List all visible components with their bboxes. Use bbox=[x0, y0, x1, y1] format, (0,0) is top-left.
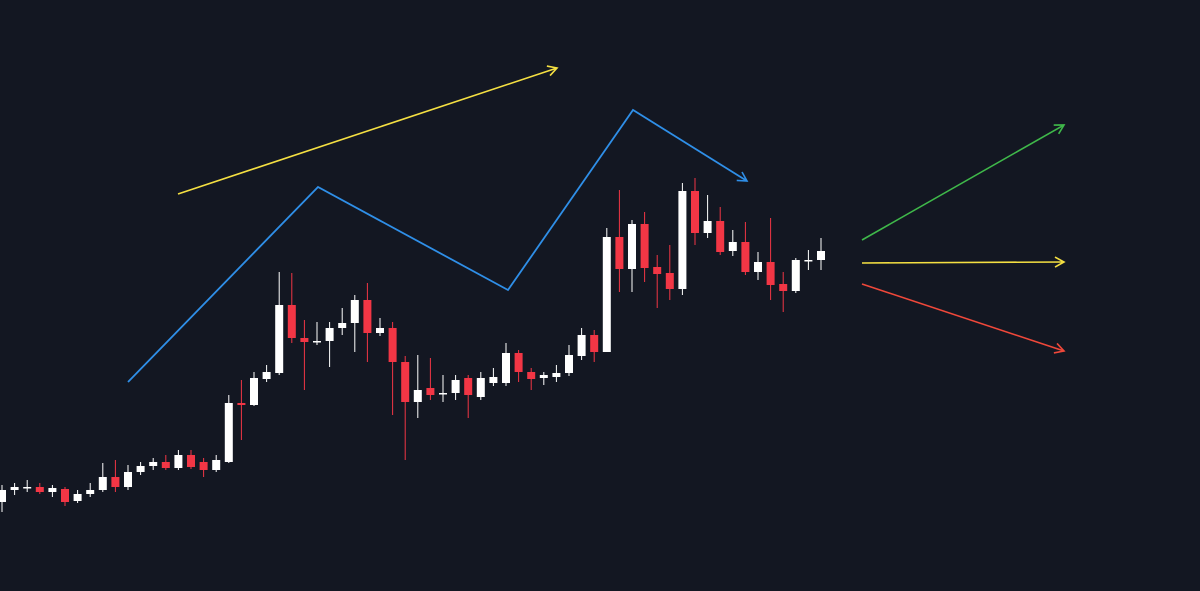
candle-body bbox=[325, 328, 334, 341]
range-arrow bbox=[861, 256, 1066, 268]
candle-body bbox=[300, 338, 309, 342]
candle-body bbox=[401, 362, 410, 402]
candle-body bbox=[35, 487, 44, 492]
candle-body bbox=[98, 477, 107, 490]
candle-body bbox=[338, 323, 347, 328]
candle-body bbox=[728, 242, 737, 251]
candles bbox=[0, 178, 825, 512]
candle-body bbox=[577, 335, 586, 356]
candle-body bbox=[73, 494, 82, 501]
candle-body bbox=[10, 487, 19, 490]
candle-body bbox=[615, 237, 624, 269]
bear-arrow bbox=[861, 283, 1066, 354]
candle-body bbox=[413, 390, 422, 402]
candle-body bbox=[174, 455, 183, 468]
candle-body bbox=[149, 462, 158, 466]
candle-body bbox=[199, 462, 208, 470]
trend-arrow bbox=[177, 65, 559, 195]
candle-body bbox=[313, 341, 321, 343]
candle-body bbox=[539, 375, 548, 378]
candle-body bbox=[741, 242, 750, 272]
candle-body bbox=[703, 221, 712, 233]
candle-body bbox=[602, 237, 611, 352]
candle-body bbox=[489, 377, 498, 383]
candle-body bbox=[817, 251, 825, 260]
candle-body bbox=[376, 328, 384, 333]
candle-body bbox=[766, 262, 775, 285]
candle-body bbox=[678, 191, 687, 289]
candle-body bbox=[754, 262, 762, 272]
candle-body bbox=[23, 487, 32, 489]
candle-body bbox=[61, 489, 69, 502]
candle-body bbox=[136, 466, 145, 472]
candle-body bbox=[628, 224, 636, 269]
candle-body bbox=[275, 305, 284, 373]
candle-body bbox=[552, 373, 561, 377]
candle-body bbox=[691, 191, 699, 233]
candle-body bbox=[476, 378, 485, 397]
candle-body bbox=[187, 455, 195, 467]
candle-body bbox=[565, 355, 573, 373]
candle-body bbox=[363, 300, 372, 333]
candle-body bbox=[287, 305, 296, 338]
candle-body bbox=[212, 460, 221, 470]
bull-arrow bbox=[861, 124, 1066, 241]
candle-body bbox=[502, 353, 510, 383]
candle-body bbox=[439, 393, 447, 395]
candle-body bbox=[464, 378, 473, 395]
candle-body bbox=[250, 378, 258, 405]
candle-body bbox=[224, 403, 233, 462]
candle-body bbox=[590, 335, 599, 352]
candle-body bbox=[640, 224, 649, 268]
candle-body bbox=[791, 260, 800, 291]
candle-body bbox=[716, 221, 725, 252]
wave-arrow bbox=[127, 108, 749, 383]
candle-body bbox=[779, 284, 788, 291]
candle-body bbox=[665, 273, 674, 289]
candle-body bbox=[388, 328, 397, 362]
candle-body bbox=[804, 260, 813, 262]
candle-body bbox=[653, 267, 662, 274]
candle-body bbox=[426, 388, 435, 395]
candle-body bbox=[0, 490, 6, 502]
candle-body bbox=[48, 488, 57, 492]
candle-body bbox=[262, 372, 271, 379]
candle-body bbox=[161, 462, 170, 468]
candle-body bbox=[451, 380, 460, 393]
candle-body bbox=[111, 477, 120, 487]
candle-body bbox=[86, 490, 95, 494]
candle-body bbox=[350, 300, 359, 323]
candle-body bbox=[527, 372, 536, 379]
candle-body bbox=[237, 403, 246, 405]
candle-body bbox=[124, 472, 132, 487]
candle-body bbox=[514, 353, 523, 372]
